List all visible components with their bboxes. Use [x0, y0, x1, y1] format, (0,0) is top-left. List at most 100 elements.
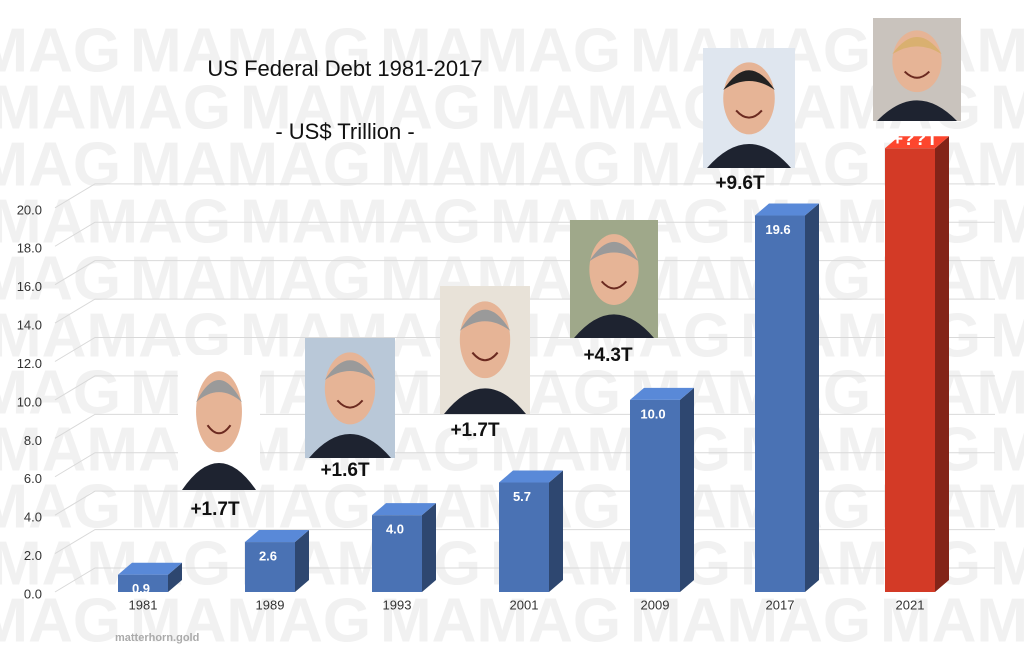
- bar-side: [935, 136, 949, 592]
- bar: [630, 399, 680, 592]
- bar-top: [245, 530, 309, 543]
- x-tick-label: 1993: [383, 597, 412, 612]
- watermark-text: MAMAG: [130, 130, 371, 199]
- portrait-body: [309, 434, 391, 458]
- bar-top: [630, 387, 694, 400]
- portrait-hair: [892, 37, 942, 55]
- y-tick-label: 6.0: [24, 471, 42, 486]
- portrait-smile: [903, 70, 931, 79]
- bar: [118, 574, 168, 592]
- change-annotation: +??T: [892, 129, 938, 150]
- bar-top: [499, 470, 563, 483]
- grid-line: [54, 490, 995, 516]
- portrait-smile: [471, 351, 499, 362]
- bar-top: [372, 503, 436, 516]
- bar: [372, 515, 422, 592]
- watermark-text: MAMAG: [990, 301, 1024, 370]
- change-annotation: +9.6T: [715, 173, 765, 194]
- grid-line: [54, 452, 995, 478]
- bar: [499, 482, 549, 592]
- watermark-text: MAMAG: [130, 244, 371, 313]
- watermark-text: MAMAG: [380, 586, 621, 655]
- value-label: 0.9: [132, 581, 150, 596]
- portrait-hair: [459, 309, 511, 331]
- watermark-text: MAMAG: [0, 16, 121, 85]
- watermark-text: MAMAG: [0, 73, 231, 142]
- grid-line: [54, 183, 995, 209]
- watermark-text: MAMAG: [990, 187, 1024, 256]
- watermark-text: MAMAG: [630, 586, 871, 655]
- watermark-text: MAMAG: [630, 244, 871, 313]
- value-label: 10.0: [640, 406, 665, 421]
- annotation-layer: +1.7T +1.6T +1.7T +4.3T +9.6T +??T: [178, 18, 961, 520]
- source: matterhorn.gold: [115, 632, 199, 644]
- bar-side: [168, 562, 182, 592]
- portrait-body: [707, 144, 791, 168]
- grid-layer: 0.0 2.0 4.0 6.0 8.0 10.0 12.0 14.0 16.0 18.0 20.0: [17, 183, 995, 601]
- bar: [245, 542, 295, 592]
- bar: [755, 215, 805, 592]
- watermark-text: MAMAG: [0, 529, 231, 598]
- watermark-text: MAMAG: [880, 586, 1024, 655]
- x-tick-label: 1981: [129, 597, 158, 612]
- bar-side: [805, 203, 819, 592]
- change-annotation: +1.6T: [320, 460, 370, 481]
- portrait-hair: [324, 360, 376, 380]
- bar-top: [118, 562, 182, 575]
- bar-side: [549, 470, 563, 592]
- grid-line: [54, 529, 995, 555]
- change-annotation: +4.3T: [583, 345, 633, 366]
- grid-line: [54, 375, 995, 401]
- grid-line: [54, 221, 995, 247]
- portrait-hair: [723, 70, 775, 90]
- portrait-body: [877, 100, 957, 121]
- watermark-text: MAMAG: [380, 16, 621, 85]
- grid-line: [54, 298, 995, 324]
- bar-side: [422, 503, 436, 592]
- portrait-smile: [336, 399, 364, 409]
- value-label: 5.7: [513, 489, 531, 504]
- watermark-text: MAMAG: [990, 529, 1024, 598]
- y-tick-label: 8.0: [24, 433, 42, 448]
- watermark-text: MAMAG: [130, 16, 371, 85]
- bar-side: [295, 530, 309, 592]
- grid-line: [54, 260, 995, 286]
- portrait-smile: [735, 109, 763, 119]
- portrait-body: [574, 314, 654, 338]
- watermark-text: MAMAG: [0, 130, 121, 199]
- portrait-body: [444, 388, 526, 414]
- y-tick-label: 4.0: [24, 510, 42, 525]
- y-tick-label: 10.0: [17, 394, 42, 409]
- y-tick-label: 2.0: [24, 548, 42, 563]
- x-tick-label: 2017: [766, 597, 795, 612]
- chart-title: US Federal Debt 1981-2017: [207, 56, 482, 81]
- portrait-smile: [206, 424, 232, 435]
- y-tick-label: 16.0: [17, 279, 42, 294]
- watermark-text: MAMAG: [0, 244, 121, 313]
- watermark-text: MAMAG: [130, 586, 371, 655]
- bar-top: [755, 203, 819, 216]
- x-tick-label: 2001: [510, 597, 539, 612]
- portrait-smile: [600, 280, 628, 290]
- grid-line: [54, 337, 995, 362]
- watermark-text: MAMAG: [0, 358, 121, 427]
- value-label: 2.6: [259, 548, 277, 563]
- watermark-text: MAMAG: [490, 73, 731, 142]
- watermark-text: MAMAG: [240, 73, 481, 142]
- y-tick-label: 0.0: [24, 586, 42, 601]
- value-label: 4.0: [386, 522, 404, 537]
- grid-line: [54, 567, 995, 593]
- x-tick-label: 2021: [896, 597, 925, 612]
- change-annotation: +1.7T: [190, 499, 240, 520]
- x-tick-label: 2009: [641, 597, 670, 612]
- y-tick-label: 14.0: [17, 318, 42, 333]
- bar-side: [680, 387, 694, 592]
- watermark-text: MAMAG: [990, 73, 1024, 142]
- watermark-text: MAMAG: [380, 130, 621, 199]
- y-tick-label: 20.0: [17, 202, 42, 217]
- portrait-hair: [589, 241, 639, 262]
- y-tick-label: 12.0: [17, 356, 42, 371]
- grid-line: [54, 413, 995, 439]
- portrait-body: [182, 463, 256, 490]
